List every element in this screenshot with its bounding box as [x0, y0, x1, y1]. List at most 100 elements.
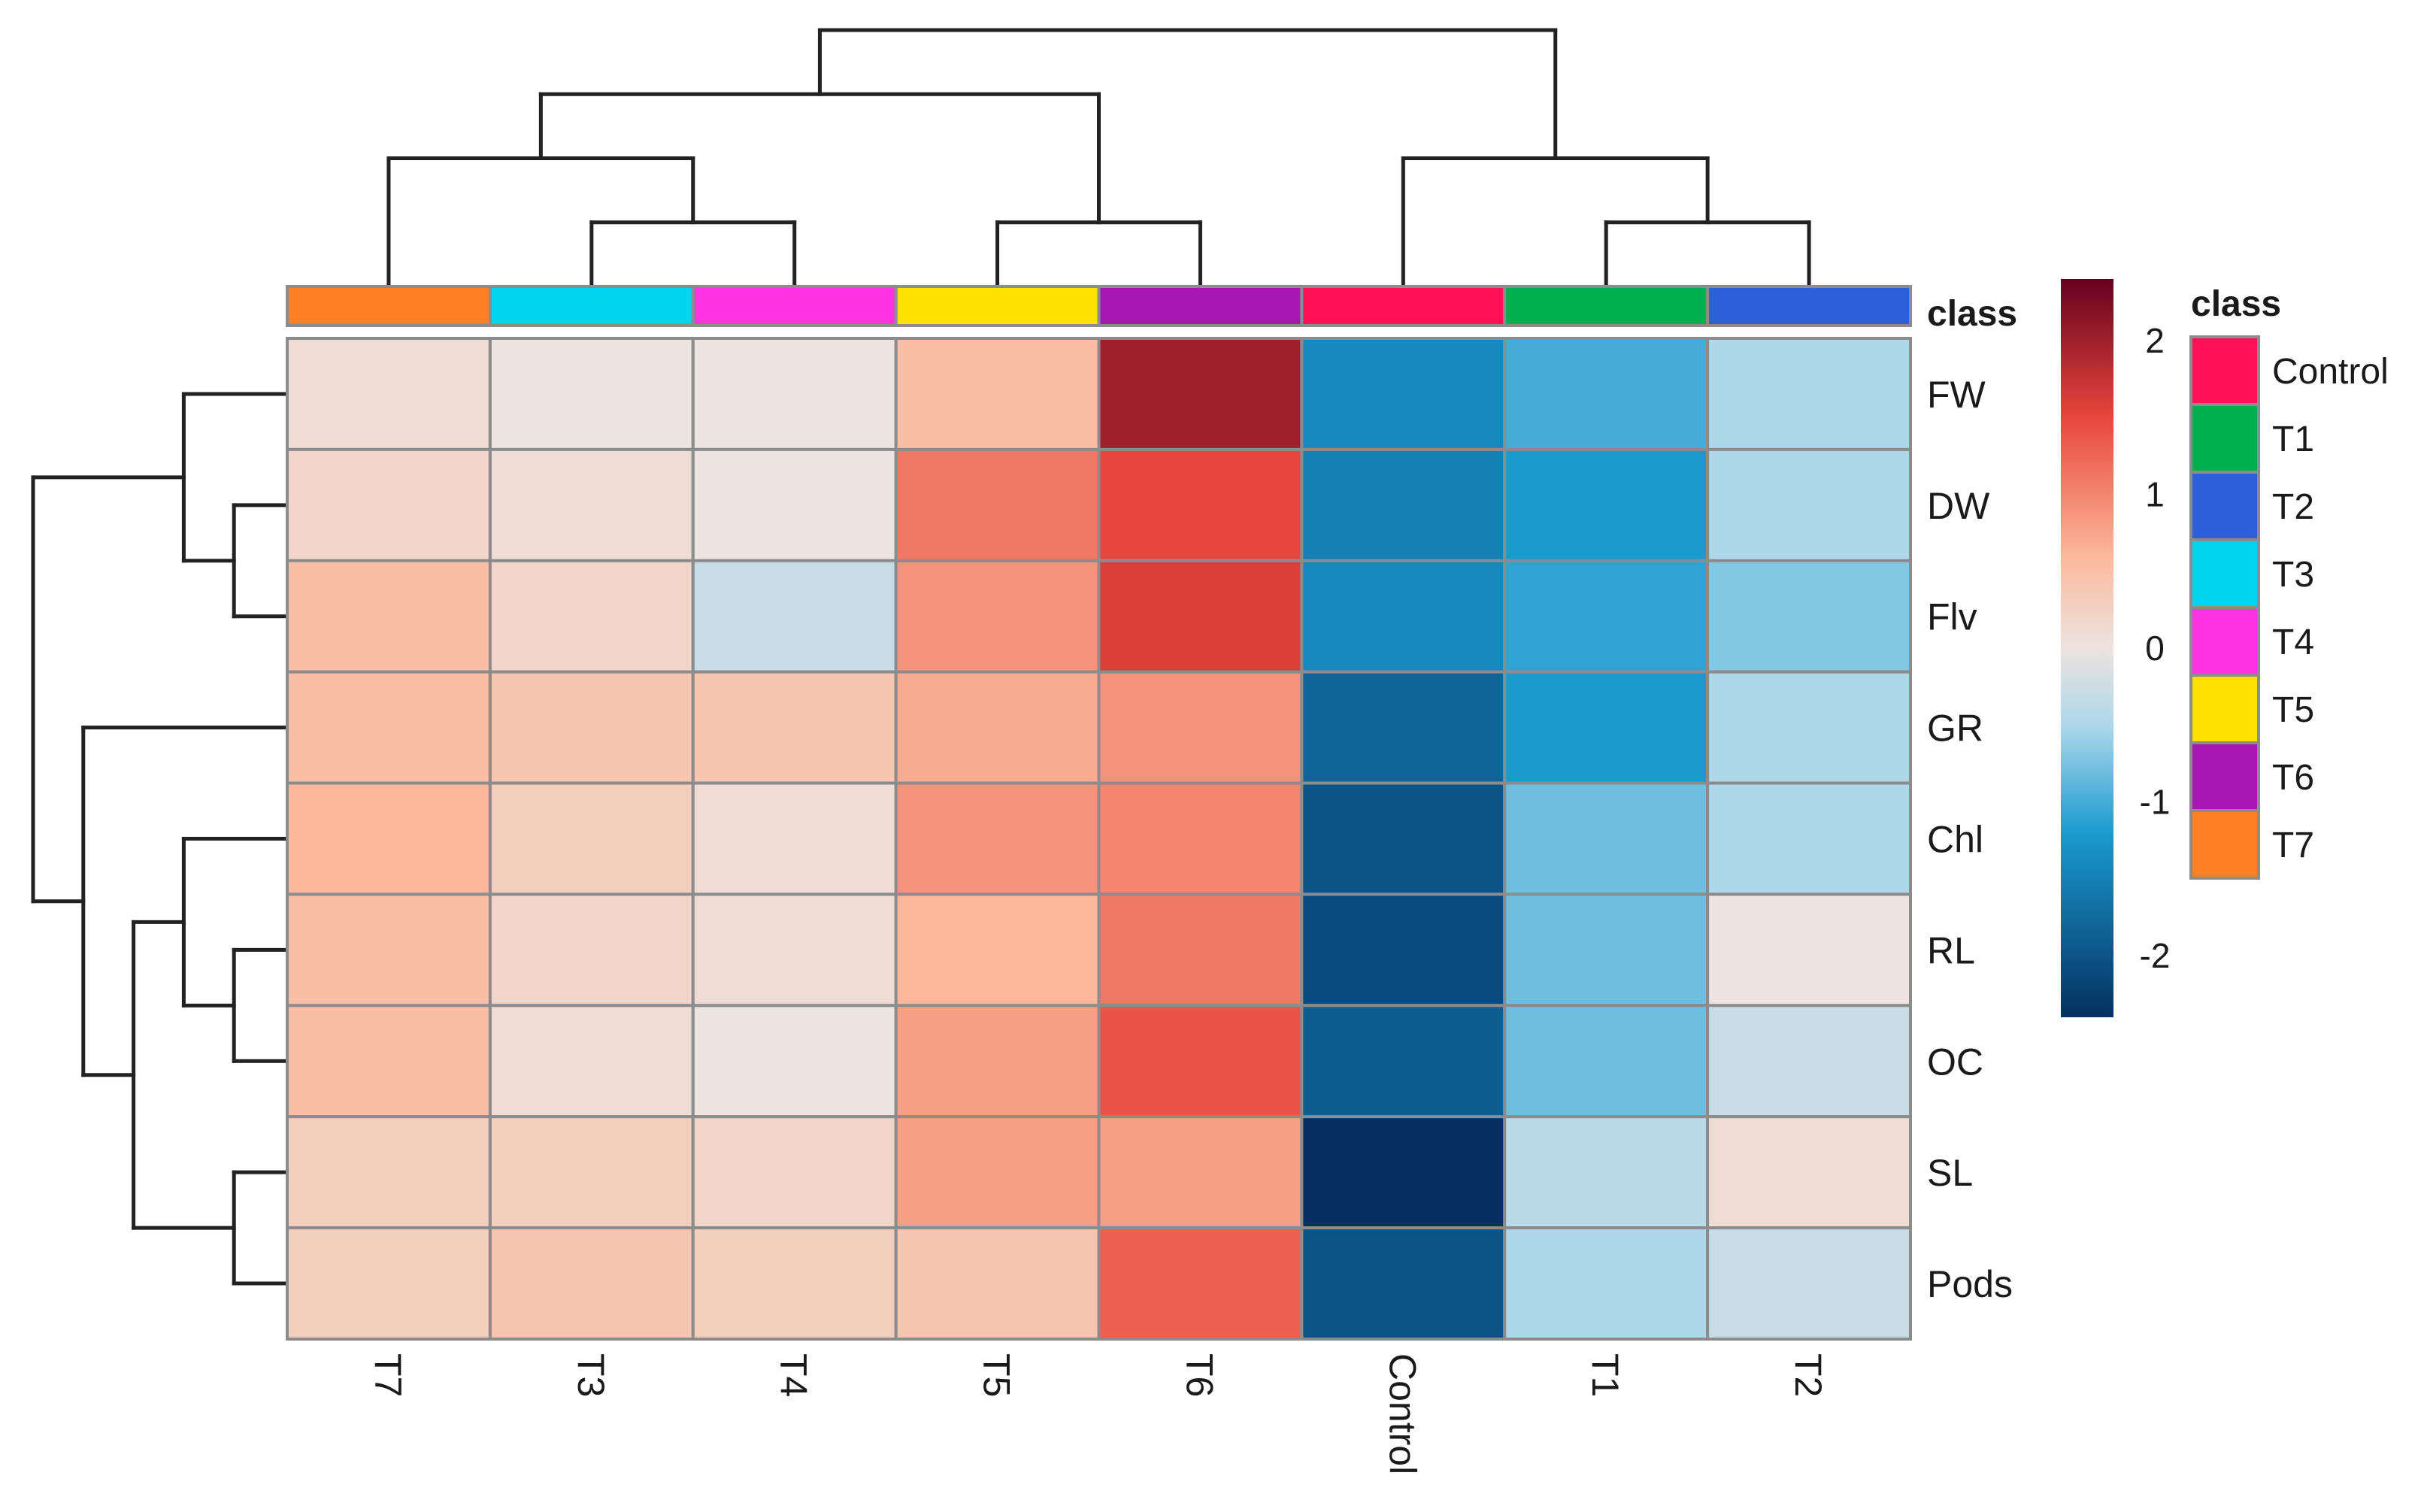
heatmap-cell	[1706, 1004, 1912, 1119]
row-labels: FW DW Flv GR Chl RL OC SL Pods	[1927, 374, 2013, 1305]
row-label: GR	[1927, 708, 1983, 750]
column-labels: T7 T3 T4 T5 T6 Control T1 T2	[367, 1353, 1829, 1474]
heatmap-cell	[1706, 670, 1912, 785]
heatmap-cell	[1300, 559, 1507, 674]
heatmap-cell	[1097, 1004, 1304, 1119]
heatmap-cell	[286, 1004, 492, 1119]
heatmap-cell	[1503, 1226, 1710, 1341]
heatmap-cell	[1706, 337, 1912, 451]
heatmap-cell	[488, 1115, 695, 1230]
class-legend-swatch	[2189, 809, 2260, 880]
heatmap-cell	[1300, 1004, 1507, 1119]
column-label: T1	[1584, 1353, 1626, 1397]
heatmap-cell	[286, 670, 492, 785]
heatmap-cell	[691, 1004, 898, 1119]
heatmap-cell	[1097, 1115, 1304, 1230]
heatmap-cell	[1503, 670, 1710, 785]
heatmap-cell	[1503, 1115, 1710, 1230]
heatmap-cell	[894, 892, 1101, 1007]
heatmap-cell	[286, 559, 492, 674]
heatmap-cell	[894, 781, 1101, 896]
heatmap-cell	[488, 447, 695, 562]
column-label: T7	[367, 1353, 409, 1397]
class-legend: class Control T1 T2 T3 T4 T5 T6 T7	[2189, 284, 2389, 880]
heatmap-cell	[1300, 1226, 1507, 1341]
heatmap-cell	[1097, 670, 1304, 785]
heatmap-cell	[1097, 337, 1304, 451]
heatmap-cell	[1503, 337, 1710, 451]
heatmap-cell	[1097, 781, 1304, 896]
heatmap-cell	[488, 559, 695, 674]
row-label: Pods	[1927, 1263, 2013, 1305]
heatmap-cell	[1706, 1226, 1912, 1341]
color-scale-tick-label: 0	[2145, 629, 2165, 668]
heatmap-cell	[1503, 447, 1710, 562]
heatmap-cell	[691, 670, 898, 785]
class-legend-swatch	[2189, 741, 2260, 812]
column-label: T5	[976, 1353, 1018, 1397]
heatmap-cell	[894, 559, 1101, 674]
color-scale-legend: 2 1 0 -1 -2	[2061, 279, 2170, 1017]
class-legend-title: class	[2191, 284, 2281, 324]
class-legend-label: T2	[2272, 487, 2314, 527]
heatmap-cell	[894, 670, 1101, 785]
class-legend-label: T4	[2272, 623, 2314, 662]
heatmap-cell	[691, 892, 898, 1007]
heatmap-cell	[1300, 1115, 1507, 1230]
color-scale-tick-label: -2	[2140, 936, 2171, 975]
heatmap-cell	[286, 337, 492, 451]
class-legend-label: T1	[2272, 420, 2314, 459]
heatmap-cell	[894, 337, 1101, 451]
column-label: T3	[570, 1353, 612, 1397]
heatmap-cell	[691, 781, 898, 896]
heatmap-cell	[1300, 670, 1507, 785]
heatmap-cell	[1300, 892, 1507, 1007]
heatmap-cell	[691, 337, 898, 451]
class-legend-swatch	[2189, 335, 2260, 406]
heatmap-cell	[488, 1226, 695, 1341]
heatmap-cell	[1503, 892, 1710, 1007]
color-scale-tick-label: -1	[2140, 783, 2171, 822]
heatmap-cell	[286, 1115, 492, 1230]
heatmap-cell	[1097, 447, 1304, 562]
class-legend-swatch	[2189, 538, 2260, 609]
class-legend-label: T3	[2272, 555, 2314, 595]
class-legend-swatch	[2189, 606, 2260, 677]
heatmap-cell	[488, 1004, 695, 1119]
color-scale-tick-label: 2	[2145, 321, 2165, 360]
heatmap-cell	[1706, 781, 1912, 896]
class-legend-label: T7	[2272, 826, 2314, 865]
heatmap-cell	[488, 337, 695, 451]
heatmap-cell	[1097, 1226, 1304, 1341]
heatmap-cell	[691, 559, 898, 674]
class-annotation-cell	[1503, 285, 1710, 327]
class-legend-label: Control	[2272, 352, 2389, 392]
class-annotation-cell	[691, 285, 898, 327]
heatmap-cell	[286, 1226, 492, 1341]
heatmap-cell	[1300, 781, 1507, 896]
class-legend-label: T6	[2272, 758, 2314, 798]
row-label: Flv	[1927, 596, 1977, 638]
heatmap-cell	[1300, 337, 1507, 451]
heatmap-cell	[1706, 447, 1912, 562]
row-label: SL	[1927, 1152, 1973, 1194]
heatmap-cell	[1503, 559, 1710, 674]
class-annotation-cell	[488, 285, 695, 327]
heatmap-cell	[691, 447, 898, 562]
heatmap-cell	[894, 1004, 1101, 1119]
class-annotation-cell	[1097, 285, 1304, 327]
annotation-row-label: class	[1927, 294, 2017, 334]
heatmap-cell	[488, 892, 695, 1007]
row-label: OC	[1927, 1041, 1983, 1083]
heatmap-cell	[894, 1115, 1101, 1230]
heatmap-cell	[286, 892, 492, 1007]
class-annotation-cell	[1300, 285, 1507, 327]
class-annotation-cell	[1706, 285, 1912, 327]
row-label: FW	[1927, 374, 1986, 416]
heatmap-cell	[691, 1115, 898, 1230]
class-legend-label: T5	[2272, 690, 2314, 730]
heatmap-cell	[894, 1226, 1101, 1341]
class-annotation-bar	[286, 285, 1912, 327]
column-label: T4	[773, 1353, 815, 1397]
